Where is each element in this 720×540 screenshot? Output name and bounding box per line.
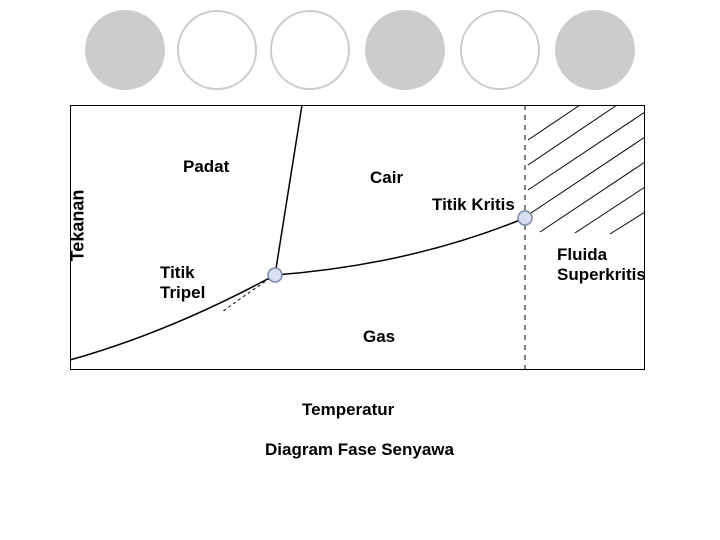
diagram-title: Diagram Fase Senyawa (265, 440, 454, 460)
supercritical-hatch (528, 105, 645, 234)
label-gas: Gas (363, 327, 395, 347)
label-padat: Padat (183, 157, 229, 177)
solid-liquid-curve (275, 105, 302, 275)
y-axis-label: Tekanan (67, 190, 88, 262)
triple-point-marker (268, 268, 282, 282)
label-fluida-1: Fluida (557, 245, 607, 265)
x-axis-label: Temperatur (302, 400, 394, 420)
liquid-gas-curve (275, 218, 525, 275)
label-cair: Cair (370, 168, 403, 188)
critical-point-marker (518, 211, 532, 225)
label-fluida-2: Superkritis (557, 265, 646, 285)
label-titik-tripel-1: Titik (160, 263, 195, 283)
metastable-extension (222, 275, 275, 312)
label-titik-kritis: Titik Kritis (432, 195, 515, 215)
label-titik-tripel-2: Tripel (160, 283, 205, 303)
